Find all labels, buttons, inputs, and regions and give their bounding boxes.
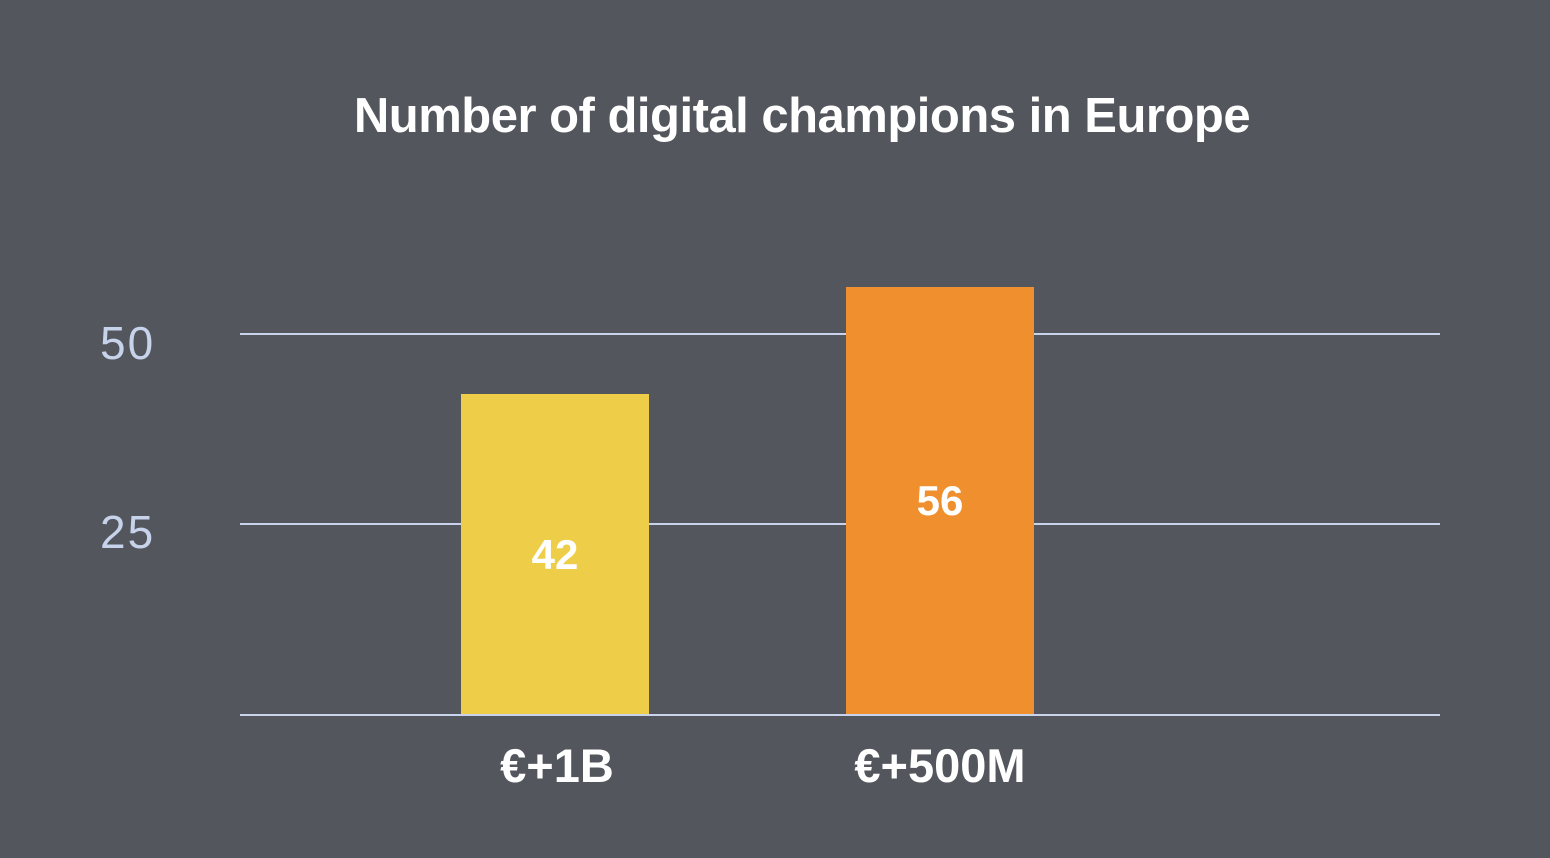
x-category-label-eur-500m: €+500M: [854, 739, 1026, 792]
gridline-25: [240, 523, 1440, 525]
gridline-50: [240, 333, 1440, 335]
chart-title: Number of digital champions in Europe: [353, 89, 1251, 143]
y-tick-label-50: 50: [100, 317, 156, 369]
x-category-label-eur-1b: €+1B: [500, 739, 614, 792]
bar-value-label: 42: [531, 530, 579, 578]
bar-value-label: 56: [916, 477, 964, 524]
bar-eur-1b: 42: [461, 394, 649, 715]
x-axis-baseline: [240, 714, 1440, 716]
bar-eur-500m: 56: [846, 287, 1034, 715]
y-tick-label-25: 25: [100, 506, 156, 558]
